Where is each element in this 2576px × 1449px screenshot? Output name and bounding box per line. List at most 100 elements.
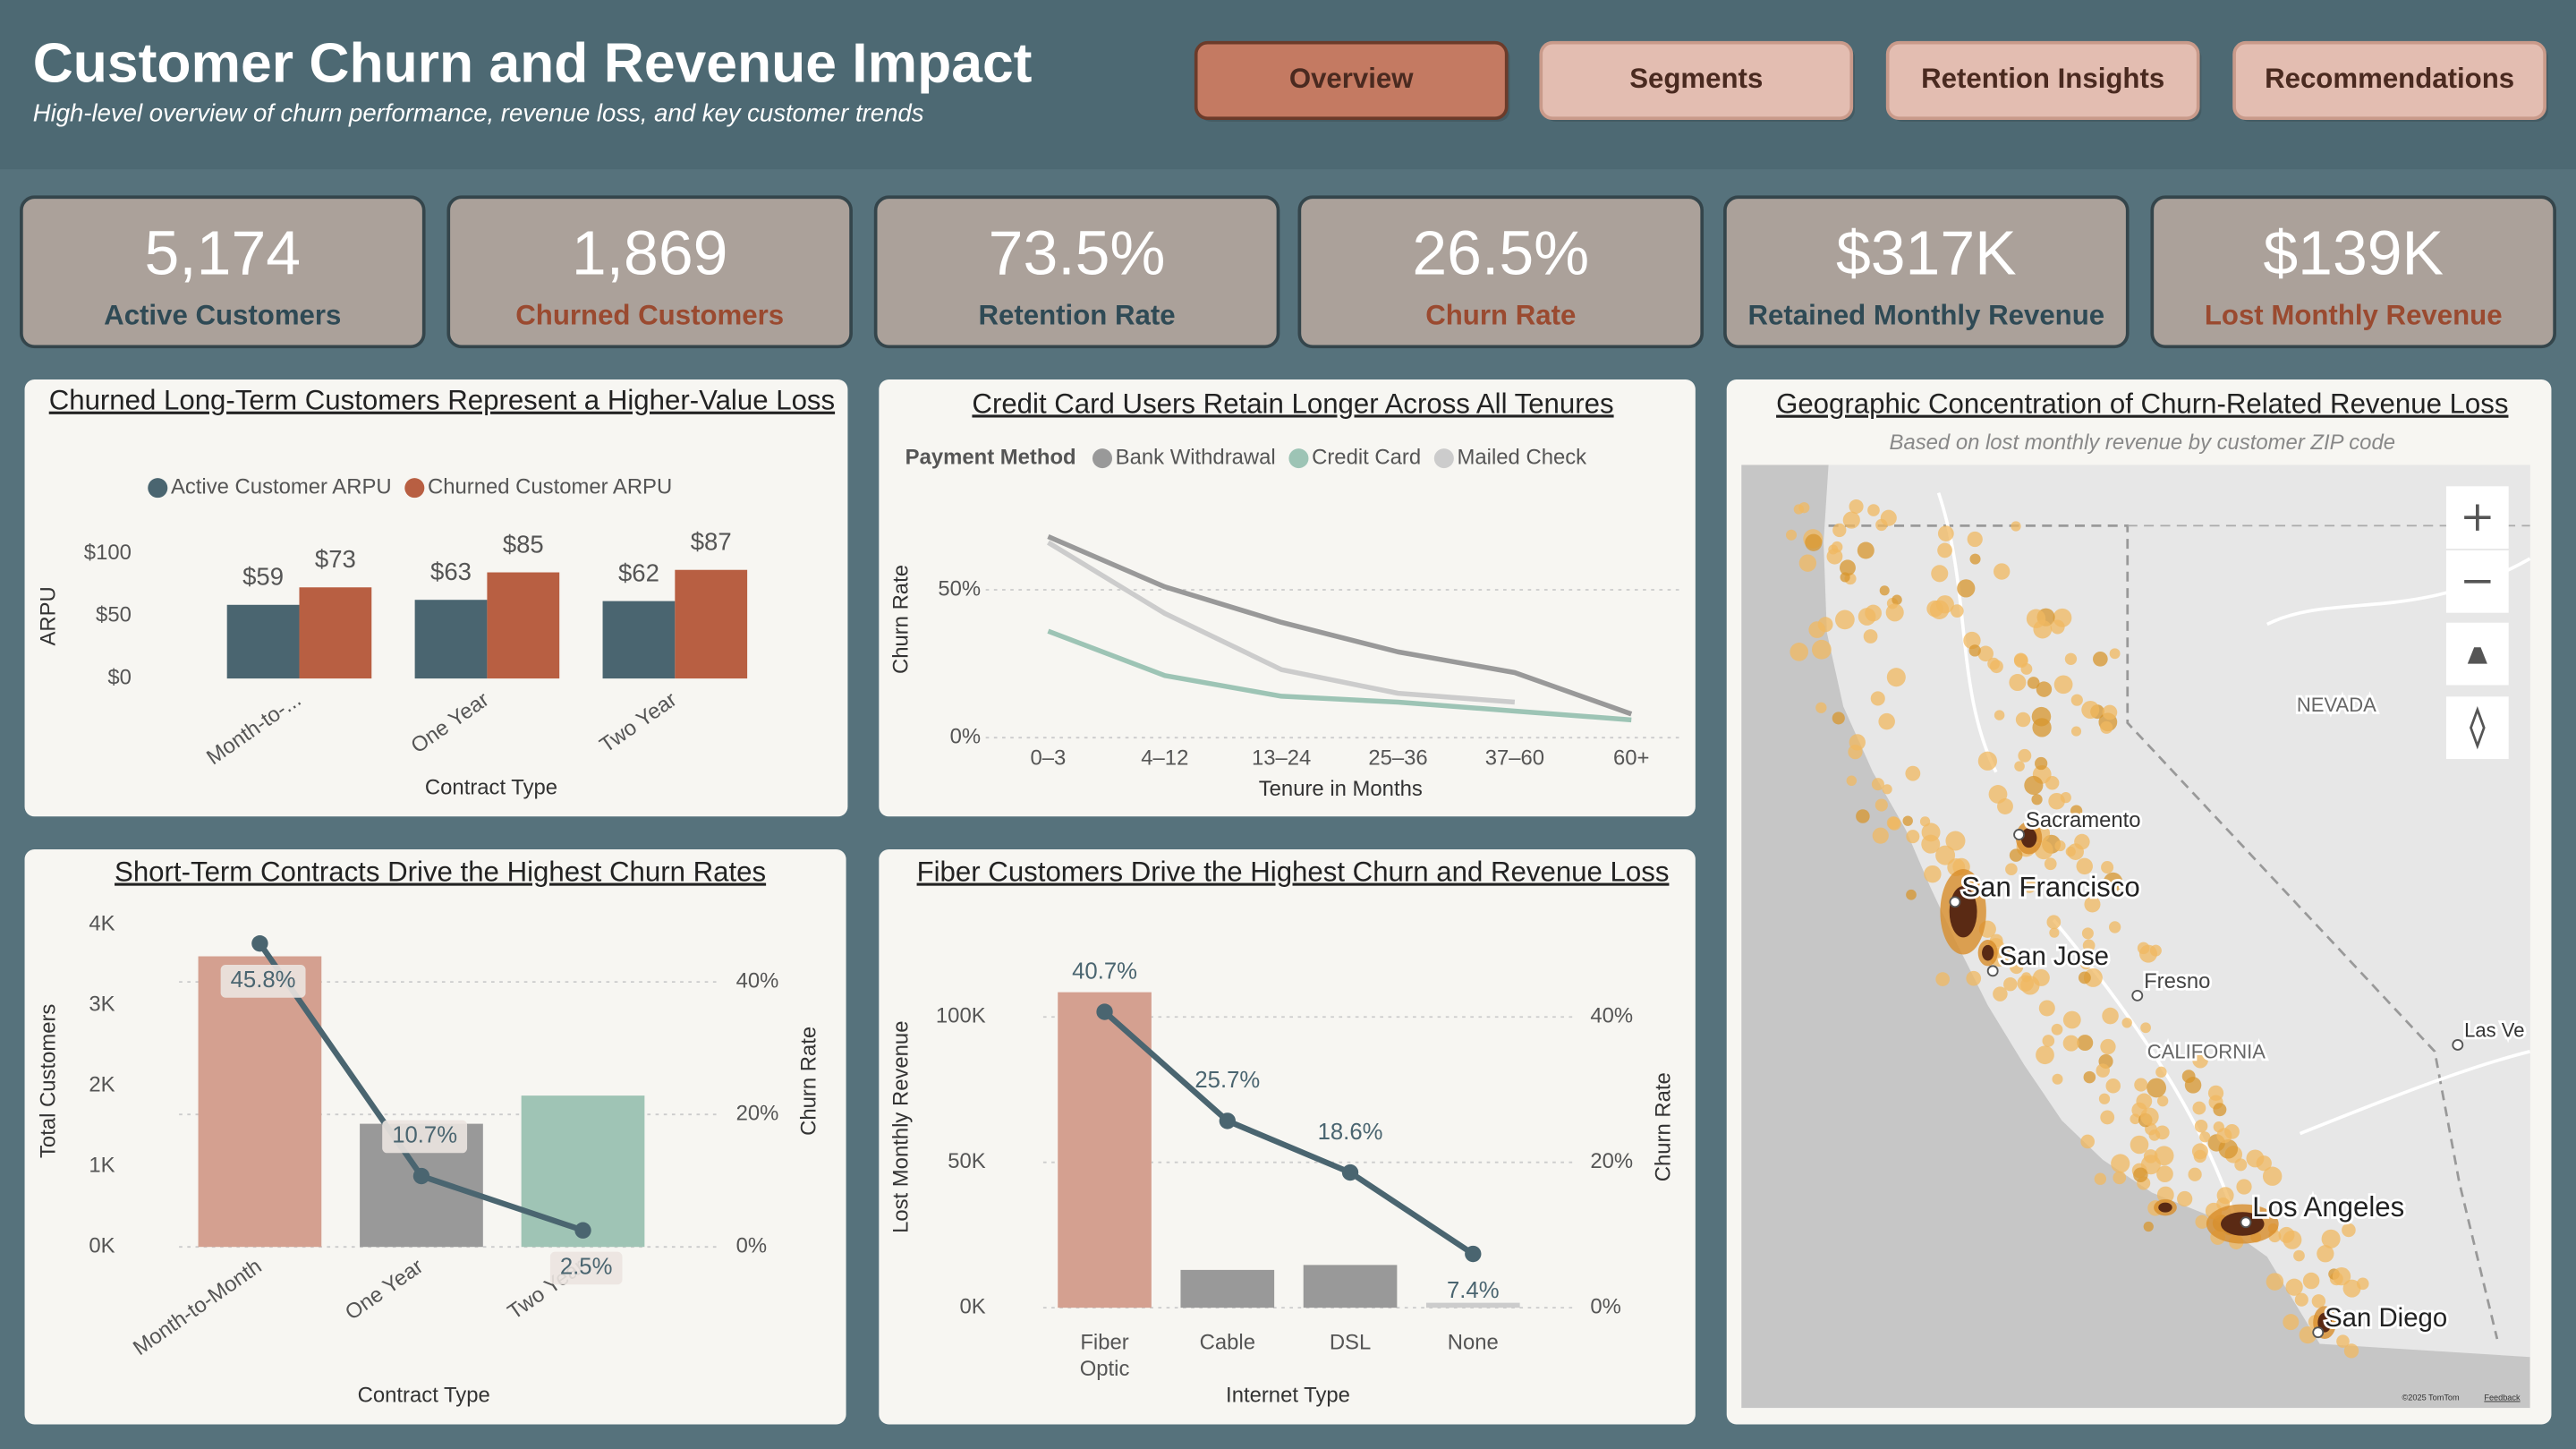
heat-dot <box>2035 756 2048 771</box>
heat-dot <box>1935 845 1956 865</box>
x-tick-label: 60+ <box>1613 746 1649 770</box>
data-label: 10.7% <box>392 1123 457 1148</box>
heat-dot <box>1977 751 1998 771</box>
data-label: $85 <box>503 530 544 558</box>
heat-dot <box>2060 792 2071 804</box>
chart-title: Fiber Customers Drive the Highest Churn … <box>917 857 1670 888</box>
heat-dot <box>2113 1171 2127 1185</box>
heat-dot <box>1924 865 1942 883</box>
heat-dot <box>2294 1292 2308 1307</box>
map-land <box>1824 465 2530 1358</box>
heat-dot <box>2081 927 2094 940</box>
heat-dot <box>1969 553 1981 565</box>
city-dot <box>2131 989 2144 1002</box>
data-label: $73 <box>315 545 356 573</box>
heat-dot <box>2262 1166 2283 1186</box>
kpi-label: Churn Rate <box>1425 300 1576 331</box>
kpi-label: Retention Rate <box>979 300 1176 331</box>
panel <box>24 379 848 817</box>
nav-button[interactable] <box>1539 40 1854 120</box>
nav-label[interactable]: Recommendations <box>2265 63 2514 94</box>
kpi-card <box>446 195 853 349</box>
heat-dot <box>1921 834 1941 854</box>
nav-button[interactable] <box>2232 40 2546 120</box>
heat-dot <box>2102 1007 2119 1025</box>
nav-label[interactable]: Retention Insights <box>1921 63 2164 94</box>
heat-dot <box>2051 1023 2063 1036</box>
heat-dot <box>2143 1221 2154 1232</box>
data-label: 40.7% <box>1072 959 1137 984</box>
heat-dot <box>2177 1190 2193 1207</box>
heat-dot <box>1993 986 2008 1002</box>
data-label: $59 <box>242 563 284 591</box>
heat-dot <box>1865 604 1882 622</box>
panel <box>879 849 1696 1425</box>
heat-dot <box>2045 776 2060 790</box>
data-label: $62 <box>618 559 659 587</box>
place-label: NEVADA <box>2297 694 2376 716</box>
heat-dot <box>2149 944 2162 957</box>
bar <box>1303 1265 1398 1308</box>
heat-dot <box>2147 1078 2167 1098</box>
heat-dot <box>2064 652 2078 665</box>
heat-dot <box>2053 675 2073 695</box>
heat-core <box>2020 828 2037 848</box>
y-tick-label: 0% <box>950 724 981 748</box>
heat-dot <box>2192 1101 2206 1115</box>
heat-dot <box>2070 805 2083 817</box>
nav-label[interactable]: Segments <box>1629 63 1763 94</box>
kpi-card <box>1723 195 2130 349</box>
page-subtitle: High-level overview of churn performance… <box>33 99 924 127</box>
heat-dot <box>1919 816 1931 827</box>
map[interactable] <box>1741 465 2531 1409</box>
x-axis-title: Contract Type <box>425 775 557 799</box>
x-tick-label: 37–60 <box>1485 746 1544 770</box>
heat-dot <box>2010 960 2024 975</box>
heat-dot <box>2194 1119 2208 1133</box>
heat-dot <box>2018 748 2032 763</box>
nav-button[interactable] <box>1885 40 2200 120</box>
bar <box>675 569 748 679</box>
line-point <box>1465 1245 1482 1263</box>
heat-core <box>1982 944 1994 961</box>
data-label: 25.7% <box>1194 1068 1260 1093</box>
nav-label[interactable]: Overview <box>1289 63 1414 94</box>
legend-swatch <box>148 478 168 499</box>
x-axis-title: Contract Type <box>358 1384 490 1408</box>
heat-dot <box>2246 1149 2265 1168</box>
heat-dot <box>1812 639 1832 660</box>
heat-dot <box>1879 585 1890 596</box>
city-dot <box>2312 1326 2325 1339</box>
y-axis-title: ARPU <box>36 586 60 645</box>
legend-label: Mailed Check <box>1458 445 1587 469</box>
heat-dot <box>1967 531 1983 548</box>
heat-core <box>2158 1202 2172 1213</box>
chart-title: Credit Card Users Retain Longer Across A… <box>972 388 1613 420</box>
y-tick-label: 50% <box>938 576 981 601</box>
heat-dot <box>1805 533 1823 551</box>
line-point <box>412 1167 430 1185</box>
y2-tick-label: 40% <box>736 968 779 993</box>
heat-dot <box>2156 1186 2174 1204</box>
compass[interactable] <box>2445 696 2509 760</box>
y-tick-label: 4K <box>89 912 115 936</box>
heat-dot <box>2121 1018 2132 1028</box>
y-axis-title: Total Customers <box>36 1004 60 1158</box>
nav-button[interactable] <box>1194 40 1509 120</box>
heat-dot <box>2080 1134 2096 1149</box>
y-tick-label: 0K <box>89 1234 115 1258</box>
icon <box>2470 705 2486 750</box>
legend-swatch <box>1092 448 1113 469</box>
y-tick-label: 0K <box>959 1294 985 1318</box>
heat-dot <box>1875 798 1888 812</box>
x-tick-label: Fiber Optic <box>1080 1331 1130 1381</box>
heat-dot <box>1945 831 1966 851</box>
heat-dot <box>1870 691 1885 706</box>
heat-dot <box>2343 1343 2359 1359</box>
map-feedback[interactable]: Feedback <box>2484 1394 2521 1402</box>
map-attribution: ©2025 TomTom <box>2402 1394 2460 1402</box>
line-point <box>574 1222 591 1239</box>
label-box <box>549 1251 623 1285</box>
